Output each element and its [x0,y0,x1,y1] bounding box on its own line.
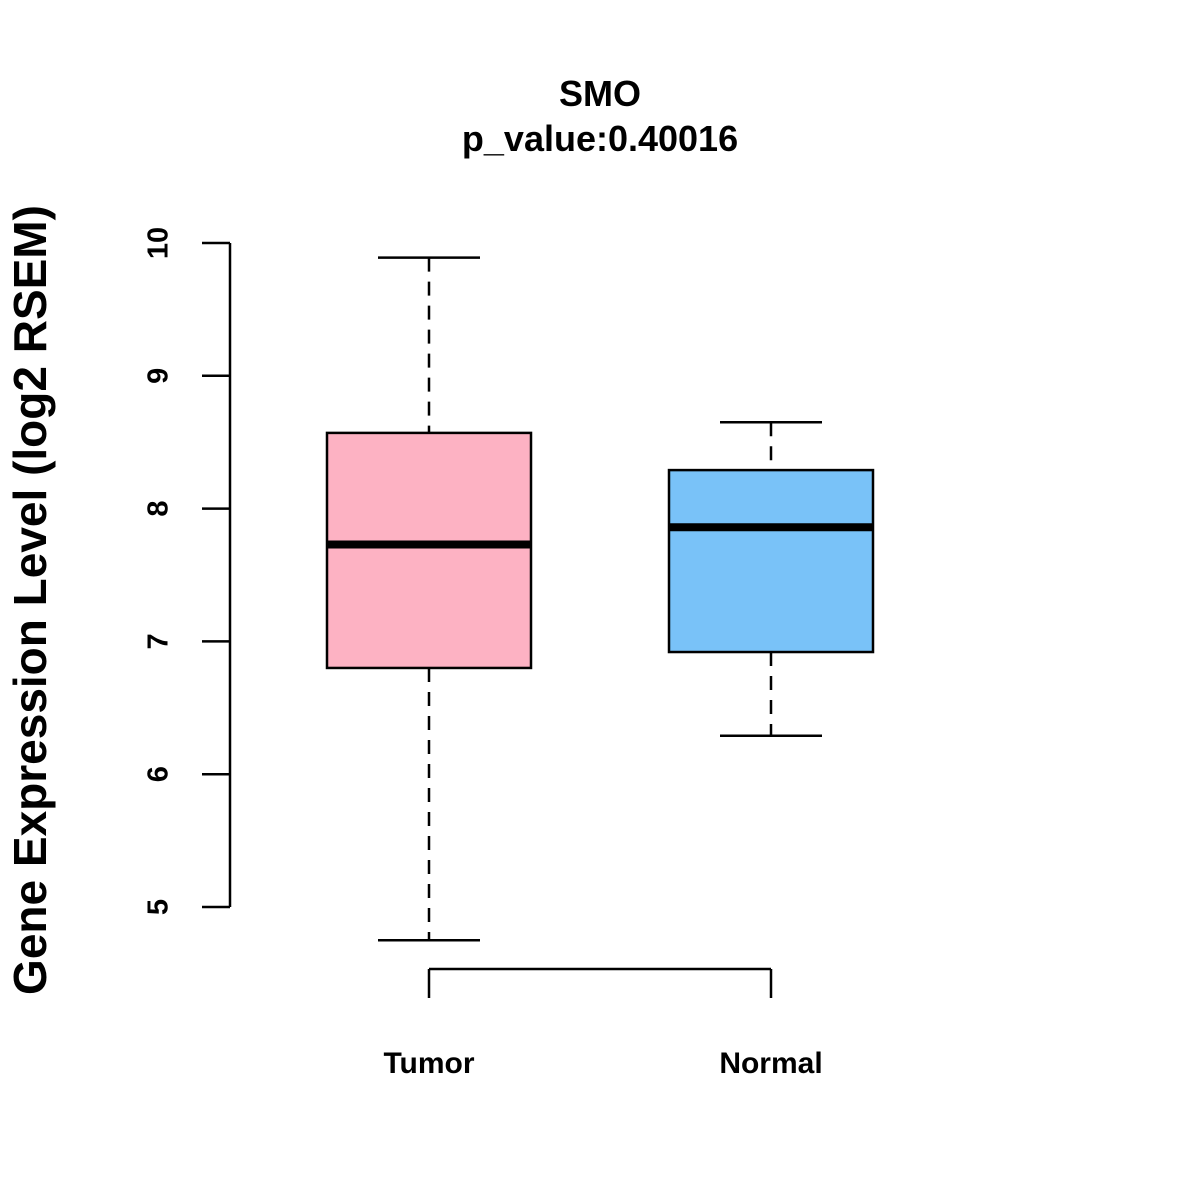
y-axis-label: Gene Expression Level (log2 RSEM) [4,205,56,995]
category-labels: Tumor Normal [383,1047,822,1080]
box-normal [667,421,875,737]
y-tick-label-7: 7 [143,633,175,649]
box-tumor [325,256,533,942]
boxes-group [325,256,875,942]
y-tick-label-8: 8 [143,501,175,517]
y-tick-label-5: 5 [143,899,175,915]
category-label-normal: Normal [719,1047,822,1080]
chart-title: SMO [559,73,641,114]
chart-subtitle: p_value:0.40016 [462,118,738,159]
y-tick-label-10: 10 [143,227,175,259]
y-tick-label-6: 6 [143,766,175,782]
y-tick-label-9: 9 [143,368,175,384]
category-label-tumor: Tumor [383,1047,474,1080]
iqr-box-tumor [325,431,533,670]
comparison-bracket [427,967,773,998]
iqr-box-normal [667,468,875,654]
y-axis: 5 6 7 8 9 10 [143,227,232,915]
